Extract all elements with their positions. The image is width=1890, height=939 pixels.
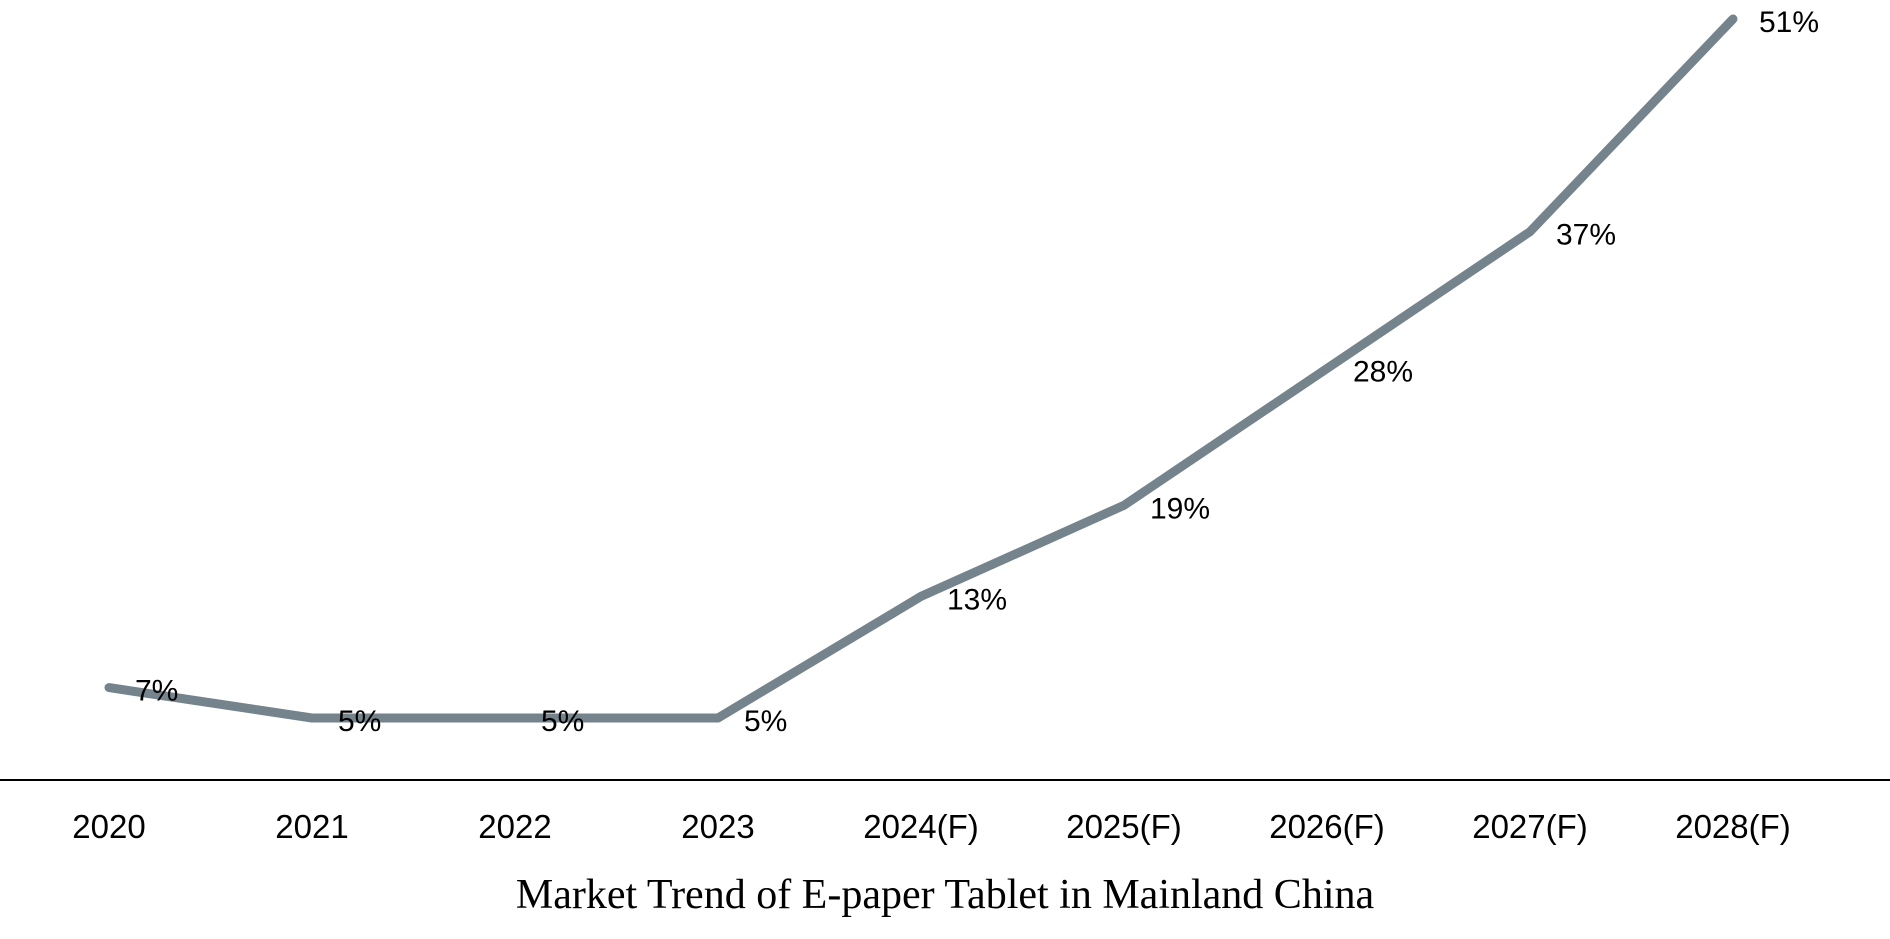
data-label-2021: 5% (338, 705, 381, 738)
x-tick-label-2023: 2023 (681, 808, 754, 845)
data-label-2022: 5% (541, 705, 584, 738)
x-tick-label-2025(F): 2025(F) (1066, 808, 1182, 845)
data-label-2020: 7% (135, 675, 178, 708)
x-tick-label-2027(F): 2027(F) (1472, 808, 1588, 845)
point-labels-group: 7% 5% 5% 5% 13% 19% 28% 37% 51% (135, 6, 1819, 738)
x-tick-label-2021: 2021 (275, 808, 348, 845)
data-label-2028(F): 51% (1759, 6, 1819, 39)
x-tick-label-2024(F): 2024(F) (863, 808, 979, 845)
x-tick-label-2020: 2020 (72, 808, 145, 845)
x-tick-label-2022: 2022 (478, 808, 551, 845)
data-label-2023: 5% (744, 705, 787, 738)
x-tick-label-2028(F): 2028(F) (1675, 808, 1791, 845)
trend-line (104, 14, 1738, 723)
x-tick-label-2026(F): 2026(F) (1269, 808, 1385, 845)
data-label-2025(F): 19% (1150, 492, 1210, 525)
data-label-2026(F): 28% (1353, 356, 1413, 389)
data-label-2027(F): 37% (1556, 219, 1616, 252)
data-label-2024(F): 13% (947, 583, 1007, 616)
chart-title: Market Trend of E-paper Tablet in Mainla… (516, 872, 1375, 918)
x-tick-labels-group: 2020 2021 2022 2023 2024(F) 2025(F) 2026(F) 202… (72, 808, 1790, 845)
